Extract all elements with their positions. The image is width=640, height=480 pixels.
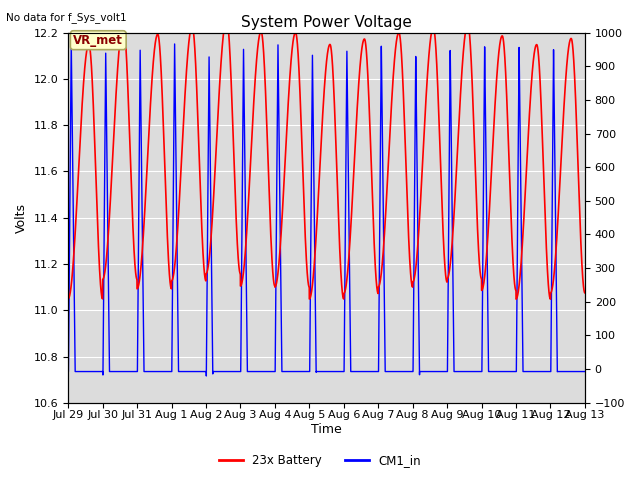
Y-axis label: Volts: Volts (15, 203, 28, 233)
X-axis label: Time: Time (311, 423, 342, 436)
Text: No data for f_Sys_volt1: No data for f_Sys_volt1 (6, 12, 127, 23)
Legend: 23x Battery, CM1_in: 23x Battery, CM1_in (214, 449, 426, 472)
Title: System Power Voltage: System Power Voltage (241, 15, 412, 30)
Text: VR_met: VR_met (74, 34, 123, 47)
